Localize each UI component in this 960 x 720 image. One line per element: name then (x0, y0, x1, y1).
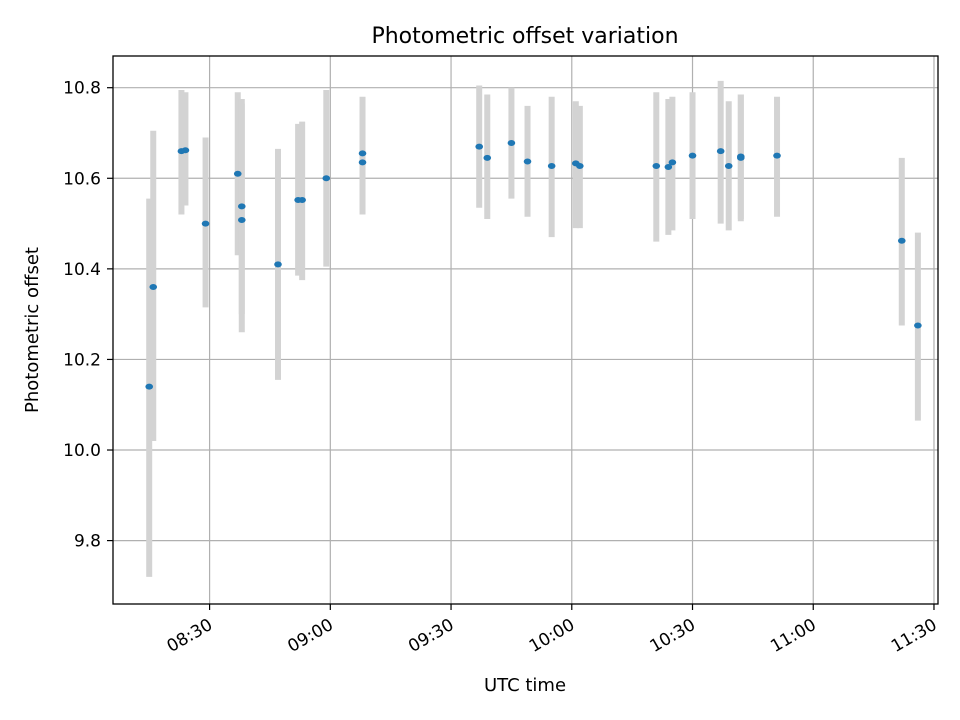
data-point (358, 150, 367, 157)
chart-title: Photometric offset variation (371, 24, 678, 49)
data-point (737, 154, 745, 161)
x-tick-label: 11:30 (888, 615, 940, 657)
data-point (507, 139, 516, 146)
x-tick-label: 11:00 (767, 615, 819, 657)
data-point (773, 152, 781, 159)
data-point (914, 322, 922, 329)
data-point (298, 197, 306, 204)
data-point (576, 163, 584, 170)
x-tick-label: 08:30 (164, 615, 216, 657)
data-point (475, 143, 484, 150)
errorbar-layer (146, 80, 921, 577)
data-point (724, 163, 733, 170)
data-point (237, 216, 246, 223)
y-tick-label: 9.8 (74, 532, 101, 552)
x-tick-label: 10:30 (647, 615, 699, 657)
x-tick-label: 09:00 (284, 615, 336, 657)
x-tick-label: 09:30 (405, 615, 457, 657)
data-point (322, 175, 331, 182)
plot-frame (112, 55, 939, 605)
x-axis-label: UTC time (484, 675, 566, 696)
data-point (547, 163, 556, 170)
y-tick-label: 10.2 (63, 350, 101, 370)
grid-layer (113, 56, 938, 604)
y-tick-label: 10.0 (63, 441, 101, 461)
y-tick-label: 10.8 (63, 79, 101, 99)
x-tick-label: 10:00 (526, 615, 578, 657)
data-point (237, 203, 246, 210)
data-point (716, 148, 725, 155)
data-point (181, 147, 190, 154)
data-point (201, 220, 210, 227)
data-point (652, 163, 661, 170)
y-tick-label: 10.6 (63, 169, 101, 189)
data-point (274, 261, 282, 268)
y-tick-label: 10.4 (63, 260, 101, 280)
data-point (897, 237, 906, 244)
data-point (149, 283, 158, 290)
data-point (523, 158, 532, 165)
data-point (483, 154, 492, 161)
point-layer (145, 139, 922, 390)
tick-layer: 08:30 09:00 09:30 10:00 10:30 11:00 11:30 9.8 10… (63, 79, 940, 657)
y-axis-label: Photometric offset (22, 247, 43, 413)
data-point (688, 152, 697, 159)
data-point (358, 159, 367, 166)
data-point (668, 159, 677, 166)
data-point (233, 170, 242, 177)
data-point (145, 383, 154, 390)
data-point (664, 163, 673, 170)
